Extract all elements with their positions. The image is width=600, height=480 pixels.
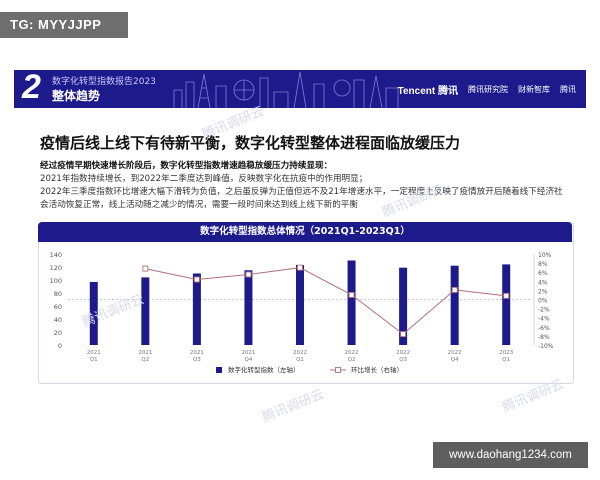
y-right-tick-3: 4% — [538, 279, 548, 286]
caixin-logo: 财新智库 — [518, 85, 550, 94]
y-left-tick-2: 40 — [54, 316, 62, 324]
report-title: 数字化转型指数报告2023 — [52, 77, 156, 87]
y-left-tick-0: 0 — [58, 342, 62, 350]
tencent-sub-logo: 腾讯 — [560, 85, 576, 94]
x-tick-year-0: 2021 — [87, 350, 101, 356]
y-left-tick-3: 60 — [54, 303, 62, 311]
research-institute-logo: 腾讯研究院 — [468, 85, 508, 94]
summary-lead: 经过疫情早期快速增长阶段后，数字化转型指数增速趋稳放缓压力持续显现： — [40, 161, 333, 171]
bar-2022-Q4 — [450, 265, 459, 345]
growth-point-2022-Q3 — [400, 331, 407, 338]
legend-line-label: 环比增长（右轴） — [351, 365, 403, 374]
y-right-tick-5: 0% — [538, 298, 548, 305]
watermark-4: 腾讯调研云 — [260, 387, 327, 426]
x-tick-year-5: 2022 — [345, 350, 359, 356]
bar-2022-Q3 — [399, 267, 408, 345]
summary-line-2: 2022年三季度指数环比增速大幅下滑转为负值，之后虽反弹为正值但远不及21年增速… — [40, 187, 563, 210]
y-right-tick-10: -10% — [538, 343, 554, 350]
summary-line-1: 2021年指数持续增长，到2022年二季度达到峰值，反映数字化在抗疫中的作用明显… — [40, 174, 368, 184]
y-right-tick-9: -8% — [538, 334, 550, 341]
y-left-tick-7: 140 — [50, 251, 62, 259]
x-tick-quarter-4: Q1 — [296, 357, 304, 363]
legend-line-marker — [335, 367, 341, 373]
x-tick-quarter-5: Q2 — [348, 357, 356, 363]
x-tick-year-7: 2022 — [448, 350, 462, 356]
legend-bar-label: 数字化转型指数（左轴） — [228, 365, 300, 374]
x-tick-year-3: 2021 — [241, 350, 255, 356]
growth-point-2022-Q2 — [348, 292, 355, 298]
y-right-tick-4: 2% — [538, 288, 548, 295]
section-title: 整体趋势 — [52, 89, 101, 103]
y-right-tick-1: 8% — [538, 261, 548, 268]
growth-point-2022-Q4 — [451, 286, 458, 293]
summary-paragraph: 经过疫情早期快速增长阶段后，数字化转型指数增速趋稳放缓压力持续显现： 2021年… — [40, 160, 570, 212]
growth-point-2021-Q3 — [193, 276, 200, 283]
tg-tag: TG: MYYJJPP — [0, 12, 128, 38]
tencent-logo: Tencent 腾讯 — [397, 86, 458, 97]
y-right-tick-0: 10% — [538, 252, 552, 259]
y-right-tick-8: -6% — [538, 325, 550, 332]
section-number: 2 — [22, 70, 41, 106]
legend-bar-swatch — [216, 367, 222, 373]
bar-2021-Q1 — [89, 281, 98, 345]
section-banner: 2 数字化转型指数报告2023 整体趋势 Tencent 腾讯 腾讯研究院 财新… — [14, 70, 586, 108]
x-tick-year-1: 2021 — [138, 350, 152, 356]
index-chart: 0 20 40 60 80 100 120 140 10% 8% 6% 4% 2% 0% -2% -4% -6%… — [50, 251, 554, 374]
x-tick-quarter-0: Q1 — [90, 357, 98, 363]
y-right-tick-6: -2% — [538, 307, 550, 314]
chart-title: 数字化转型指数总体情况（2021Q1-2023Q1） — [38, 222, 572, 242]
x-tick-quarter-8: Q1 — [502, 357, 510, 363]
page-headline: 疫情后线上线下有待新平衡，数字化转型整体进程面临放缓压力 — [40, 134, 461, 152]
bar-2021-Q4 — [244, 270, 253, 345]
growth-line — [145, 267, 507, 335]
x-tick-quarter-6: Q3 — [399, 357, 407, 363]
growth-point-2023-Q1 — [503, 292, 510, 299]
bar-2021-Q2 — [141, 277, 150, 345]
x-tick-year-4: 2022 — [293, 350, 307, 356]
bar-2021-Q3 — [192, 273, 201, 345]
x-tick-quarter-2: Q3 — [193, 357, 201, 363]
y-left-tick-4: 80 — [54, 290, 62, 298]
x-tick-year-6: 2022 — [396, 350, 410, 356]
x-tick-quarter-1: Q2 — [141, 357, 149, 363]
y-right-tick-7: -4% — [538, 316, 550, 323]
partner-logos: Tencent 腾讯 腾讯研究院 财新智库 腾讯 — [398, 82, 576, 97]
y-right-tick-2: 6% — [538, 270, 548, 277]
growth-point-2021-Q4 — [245, 271, 252, 278]
city-skyline-illustration — [173, 71, 399, 108]
y-left-tick-5: 100 — [50, 277, 62, 285]
y-left-tick-6: 120 — [50, 264, 62, 272]
x-tick-quarter-7: Q4 — [451, 357, 459, 363]
x-tick-quarter-3: Q4 — [245, 357, 253, 363]
x-tick-year-8: 2023 — [499, 350, 513, 356]
growth-point-2022-Q1 — [297, 264, 303, 271]
footer-url: www.daohang1234.com — [433, 442, 588, 468]
bar-2022-Q1 — [296, 265, 304, 345]
y-left-tick-1: 20 — [54, 329, 62, 337]
growth-point-2021-Q2 — [142, 265, 149, 272]
bar-2022-Q2 — [347, 260, 356, 345]
x-tick-year-2: 2021 — [190, 350, 204, 356]
bar-2023-Q1 — [502, 264, 511, 345]
